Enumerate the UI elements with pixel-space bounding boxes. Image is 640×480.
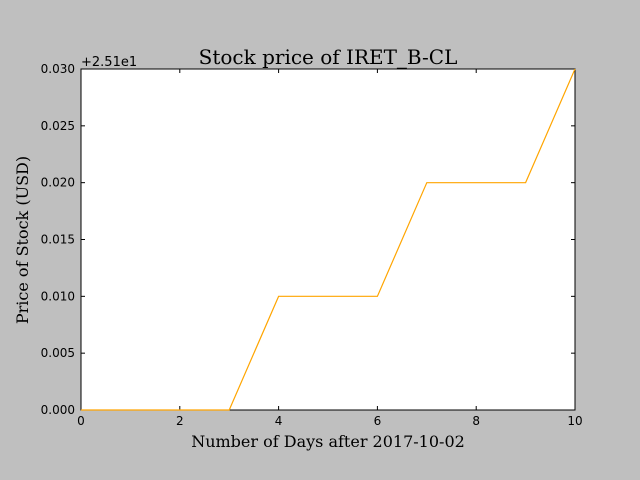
x-tick-label: 2 [176, 414, 184, 428]
series-line [81, 68, 576, 411]
y-tick-label: 0.025 [41, 119, 75, 133]
y-tick-label: 0.015 [41, 233, 75, 247]
x-tick-label: 4 [275, 414, 283, 428]
plot-area [80, 68, 576, 411]
y-axis-ticks: 0.000 0.005 0.010 0.015 0.020 0.025 0.030 [41, 62, 575, 417]
x-tick-label: 10 [567, 414, 582, 428]
x-tick-label: 0 [77, 414, 85, 428]
x-tick-label: 6 [374, 414, 382, 428]
chart-title: Stock price of IRET_B-CL [199, 45, 458, 69]
x-axis-label: Number of Days after 2017-10-02 [191, 432, 465, 451]
series-layer [81, 68, 576, 411]
y-tick-label: 0.030 [41, 62, 75, 76]
y-axis-label: Price of Stock (USD) [13, 156, 32, 324]
y-axis-offset-label: +2.51e1 [81, 55, 137, 70]
y-tick-label: 0.000 [41, 403, 75, 417]
y-tick-label: 0.020 [41, 176, 75, 190]
y-tick-label: 0.010 [41, 289, 75, 303]
y-tick-label: 0.005 [41, 346, 75, 360]
x-tick-label: 8 [472, 414, 480, 428]
x-axis-ticks: 0 2 4 6 8 10 [77, 69, 583, 428]
